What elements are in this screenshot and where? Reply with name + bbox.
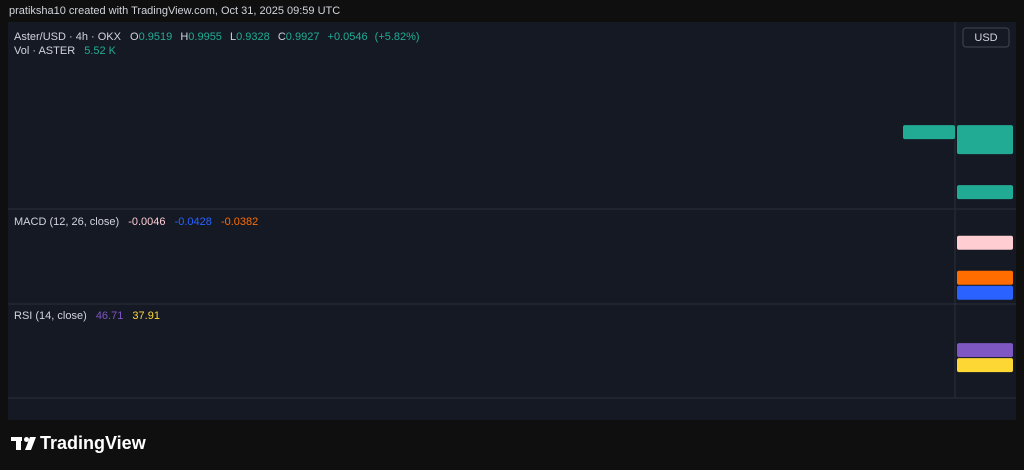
rsi-badge-bg	[957, 343, 1013, 358]
logo-part	[25, 437, 36, 450]
ticker-badge-bg	[903, 125, 955, 140]
text-layer: Aster/USD · 4h · OKX O0.9519 H0.9955 L0.…	[14, 31, 1013, 373]
rsi-legend: RSI (14, close) 46.71 37.91	[14, 310, 160, 322]
price-badge-bg	[957, 125, 1013, 155]
header-caption: pratiksha10 created with TradingView.com…	[9, 5, 340, 17]
ohlc-label: L	[230, 31, 236, 43]
change: +0.0546	[328, 31, 368, 43]
rsi-ma-badge-bg	[957, 358, 1013, 373]
logo-part	[24, 437, 29, 442]
rsi-name: RSI (14, close)	[14, 310, 87, 322]
volume-name: Vol · ASTER	[14, 45, 75, 57]
ohlc-label: O	[130, 31, 139, 43]
rsi-value: 46.71	[96, 310, 124, 322]
signal-value: -0.0382	[221, 216, 258, 228]
currency-label[interactable]: USD	[974, 32, 997, 44]
histogram-badge-bg	[957, 235, 1013, 250]
macd-badge-bg	[957, 285, 1013, 300]
volume-value: 5.52 K	[84, 45, 116, 57]
rsi-ma-value: 37.91	[132, 310, 160, 322]
change-percent: (+5.82%)	[375, 31, 420, 43]
ohlc-label: H	[180, 31, 188, 43]
signal-badge-bg	[957, 270, 1013, 285]
symbol: Aster/USD · 4h · OKX	[14, 31, 122, 43]
histogram-value: -0.0046	[128, 216, 165, 228]
macd-value: -0.0428	[175, 216, 212, 228]
high-value: 0.9955	[188, 31, 222, 43]
ohlc-label: C	[278, 31, 286, 43]
price-legend: Aster/USD · 4h · OKX O0.9519 H0.9955 L0.…	[14, 31, 420, 43]
volume-legend: Vol · ASTER 5.52 K	[14, 45, 117, 57]
close-value: 0.9927	[286, 31, 320, 43]
low-value: 0.9328	[236, 31, 270, 43]
brand-logo	[11, 437, 36, 450]
chart-area	[8, 22, 1016, 420]
macd-legend: MACD (12, 26, close) -0.0046 -0.0428 -0.…	[14, 216, 258, 228]
volume-badge-bg	[957, 185, 1013, 200]
open-value: 0.9519	[139, 31, 173, 43]
brand-name: TradingView	[40, 433, 147, 453]
logo-part	[16, 437, 21, 450]
currency-button[interactable]	[962, 27, 1010, 48]
macd-name: MACD (12, 26, close)	[14, 216, 119, 228]
